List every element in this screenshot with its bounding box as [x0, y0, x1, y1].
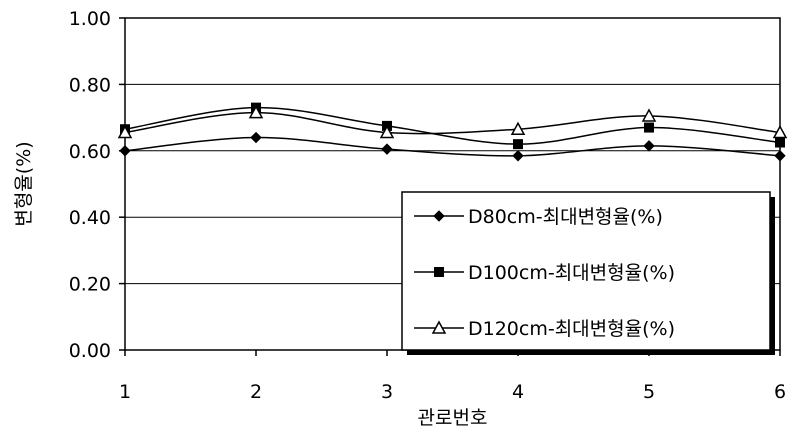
series-line	[124, 106, 781, 145]
series-line	[124, 136, 781, 157]
y-tick-label: 1.00	[69, 8, 111, 30]
legend-label: D120cm-최대변형율(%)	[468, 318, 675, 340]
series-line	[124, 111, 781, 135]
legend-item: D100cm-최대변형율(%)	[414, 262, 675, 284]
x-axis-title: 관로번호	[418, 407, 488, 429]
y-tick-label: 0.20	[69, 274, 111, 296]
series-2	[120, 102, 785, 150]
data-point	[379, 124, 395, 139]
data-point	[513, 139, 523, 150]
data-point	[641, 108, 657, 122]
x-tick-label: 4	[512, 381, 524, 403]
legend-swatch-marker	[433, 210, 445, 222]
x-axis-ticks: 1 2 3 4 5 6	[119, 350, 786, 403]
y-axis-ticks: 0.00 0.20 0.40 0.60 0.80 1.00	[69, 8, 125, 362]
data-point	[643, 140, 655, 152]
x-tick-label: 5	[643, 381, 655, 403]
data-point	[381, 143, 393, 155]
data-point	[250, 131, 262, 144]
legend-item: D80cm-최대변형율(%)	[414, 206, 663, 228]
data-point	[510, 121, 526, 135]
legend-swatch-marker	[431, 320, 447, 334]
data-point	[775, 137, 785, 148]
y-tick-label: 0.60	[69, 141, 111, 163]
series-1	[119, 131, 786, 162]
series-lines	[117, 102, 788, 162]
y-tick-label: 0.00	[69, 340, 111, 362]
y-axis-title: 변형율(%)	[13, 141, 35, 226]
legend: D80cm-최대변형율(%) D100cm-최대변형율(%) D120cm-최대변형…	[401, 191, 775, 355]
y-tick-label: 0.80	[69, 74, 111, 96]
legend-label: D80cm-최대변형율(%)	[468, 206, 663, 228]
legend-item: D120cm-최대변형율(%)	[414, 318, 675, 340]
data-point	[774, 150, 786, 162]
series-3	[117, 105, 788, 139]
data-point	[248, 105, 264, 119]
data-point	[119, 145, 131, 157]
x-tick-label: 2	[250, 381, 262, 403]
data-point	[512, 150, 524, 162]
data-point	[117, 124, 133, 139]
x-tick-label: 1	[119, 381, 131, 403]
legend-swatch-marker	[434, 267, 444, 277]
data-point	[772, 124, 788, 139]
y-tick-label: 0.40	[69, 207, 111, 229]
legend-label: D100cm-최대변형율(%)	[468, 262, 675, 284]
x-tick-label: 3	[381, 381, 393, 403]
data-point	[644, 122, 654, 133]
x-tick-label: 6	[774, 381, 786, 403]
